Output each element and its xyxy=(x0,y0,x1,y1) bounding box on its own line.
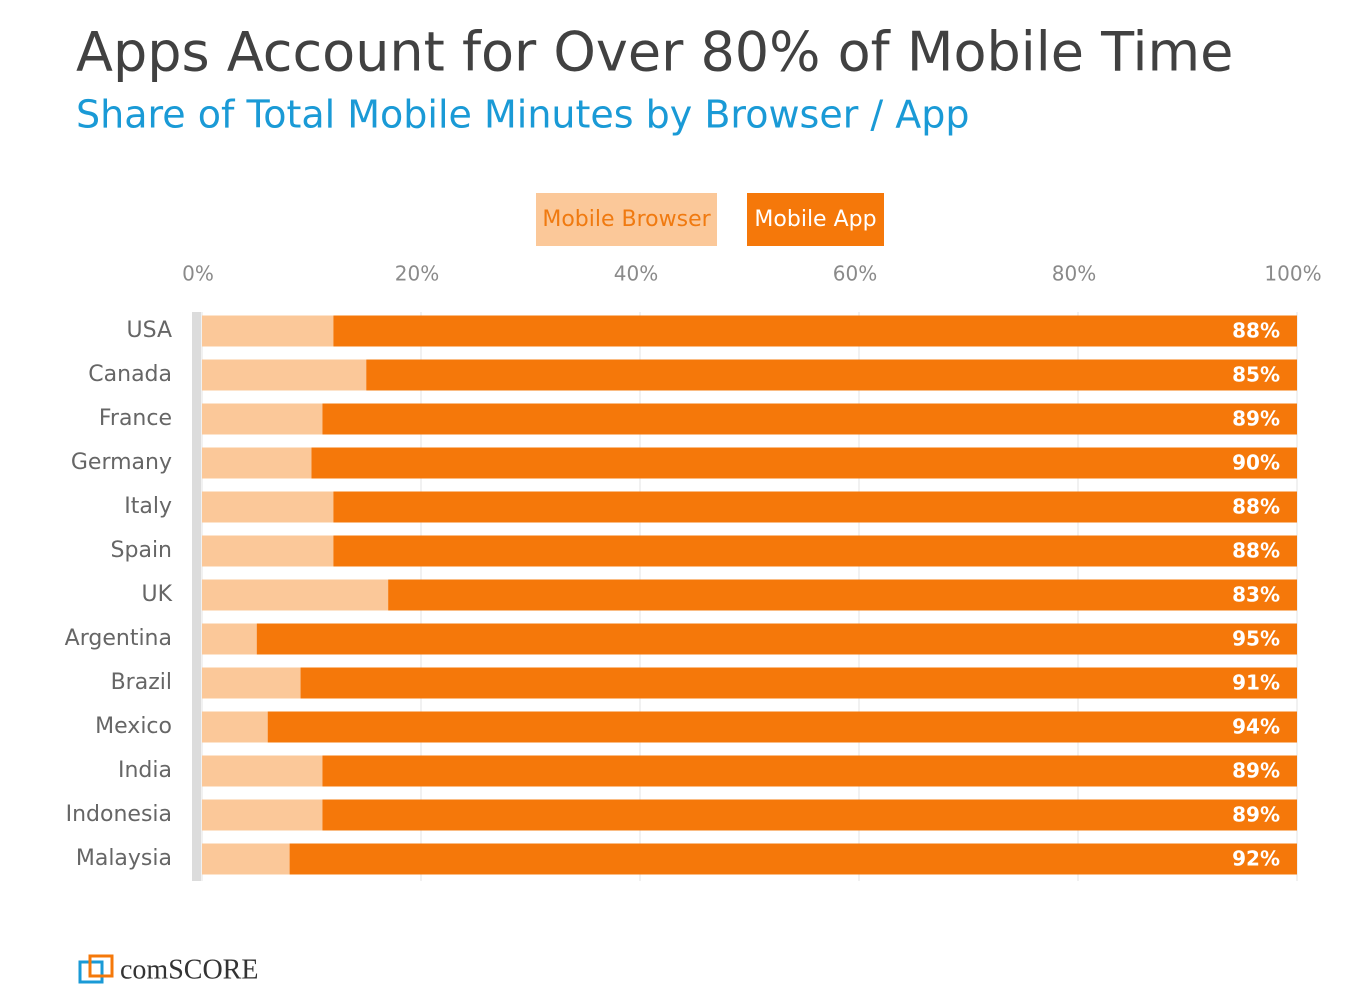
bar-segment xyxy=(322,799,1297,831)
y-tick-label: Germany xyxy=(71,450,172,475)
y-tick-label: France xyxy=(99,406,172,431)
y-tick-label: Italy xyxy=(124,494,172,519)
y-tick-label: UK xyxy=(141,582,172,607)
bar-segment xyxy=(333,315,1297,347)
bar-segment xyxy=(202,535,334,567)
value-label: 83% xyxy=(1232,583,1280,607)
value-label: 92% xyxy=(1232,847,1280,871)
value-label: 95% xyxy=(1232,627,1280,651)
bar-segment xyxy=(322,755,1297,787)
bar-segment xyxy=(202,359,367,391)
y-tick-label: Spain xyxy=(111,538,172,563)
y-tick-label: USA xyxy=(126,318,172,343)
x-tick-label: 100% xyxy=(1264,262,1321,286)
x-tick-label: 40% xyxy=(614,262,658,286)
y-tick-label: Indonesia xyxy=(66,802,172,827)
bar-segment xyxy=(300,667,1297,699)
value-label: 88% xyxy=(1232,495,1280,519)
axis-bar xyxy=(192,312,201,881)
bar-segment xyxy=(202,403,323,435)
bar-segment xyxy=(333,535,1297,567)
value-label: 89% xyxy=(1232,407,1280,431)
legend-swatch xyxy=(747,193,884,246)
bar-segment xyxy=(256,623,1297,655)
bar-segment xyxy=(202,491,334,523)
bar-segment xyxy=(202,843,290,875)
value-label: 94% xyxy=(1232,715,1280,739)
bar-segment xyxy=(289,843,1298,875)
y-tick-label: Brazil xyxy=(111,670,172,695)
value-label: 89% xyxy=(1232,803,1280,827)
x-tick-label: 0% xyxy=(182,262,214,286)
legend-label: Mobile Browser xyxy=(542,207,711,232)
y-tick-label: India xyxy=(118,758,172,783)
bar-segment xyxy=(366,359,1297,391)
x-tick-label: 60% xyxy=(833,262,877,286)
y-tick-label: Canada xyxy=(88,362,172,387)
x-tick-label: 80% xyxy=(1052,262,1096,286)
y-tick-label: Argentina xyxy=(65,626,172,651)
bar-segment xyxy=(202,623,257,655)
legend-swatch xyxy=(536,193,717,246)
value-label: 89% xyxy=(1232,759,1280,783)
y-tick-label: Malaysia xyxy=(76,846,172,871)
chart-subtitle: Share of Total Mobile Minutes by Browser… xyxy=(76,93,970,137)
legend-label: Mobile App xyxy=(754,207,876,232)
bar-segment xyxy=(267,711,1298,743)
bar-segment xyxy=(388,579,1297,611)
bar-segment xyxy=(202,579,389,611)
bar-segment xyxy=(202,447,312,479)
chart-title: Apps Account for Over 80% of Mobile Time xyxy=(76,21,1233,84)
value-label: 91% xyxy=(1232,671,1280,695)
value-label: 90% xyxy=(1232,451,1280,475)
logo-icon xyxy=(78,954,114,984)
logo-text: comSCORE xyxy=(120,954,258,985)
y-tick-label: Mexico xyxy=(95,714,172,739)
bar-segment xyxy=(202,799,323,831)
bar-segment xyxy=(322,403,1297,435)
value-label: 85% xyxy=(1232,363,1280,387)
bar-segment xyxy=(333,491,1297,523)
x-tick-label: 20% xyxy=(395,262,439,286)
bar-segment xyxy=(311,447,1297,479)
value-label: 88% xyxy=(1232,319,1280,343)
bar-segment xyxy=(202,711,268,743)
bar-segment xyxy=(202,755,323,787)
bar-segment xyxy=(202,667,301,699)
bar-segment xyxy=(202,315,334,347)
value-label: 88% xyxy=(1232,539,1280,563)
